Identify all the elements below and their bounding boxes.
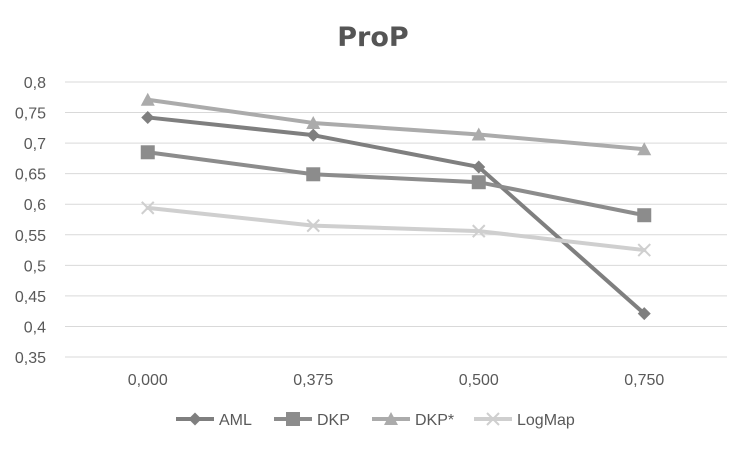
y-tick-label: 0,5 bbox=[24, 258, 46, 275]
legend: AML DKP DKP* LogMap bbox=[176, 412, 575, 429]
data-point bbox=[471, 175, 486, 190]
y-tick-label: 0,6 bbox=[24, 197, 46, 214]
series-group bbox=[140, 92, 652, 321]
legend-marker bbox=[384, 412, 398, 425]
data-point bbox=[306, 218, 320, 233]
legend-item: LogMap bbox=[474, 412, 575, 429]
y-tick-label: 0,65 bbox=[15, 167, 46, 184]
legend-item: DKP bbox=[274, 412, 350, 429]
gridlines bbox=[65, 81, 727, 358]
data-point bbox=[140, 92, 155, 106]
series-logmap bbox=[141, 201, 651, 257]
legend-marker bbox=[188, 412, 202, 426]
series-line bbox=[145, 150, 647, 218]
x-tick-label: 0,000 bbox=[128, 372, 168, 389]
data-point bbox=[637, 142, 652, 156]
x-axis-ticks: 0,000 0,375 0,500 0,750 bbox=[128, 372, 665, 389]
legend-label: LogMap bbox=[517, 412, 575, 429]
data-point bbox=[306, 115, 321, 129]
legend-marker bbox=[286, 412, 300, 426]
series-line bbox=[145, 205, 647, 253]
legend-label: DKP bbox=[317, 412, 350, 429]
y-tick-label: 0,35 bbox=[15, 350, 46, 367]
chart-title: ProP bbox=[337, 22, 408, 53]
series-dkp-star bbox=[140, 92, 652, 156]
data-point bbox=[637, 307, 651, 321]
data-point bbox=[140, 145, 155, 160]
series-dkp bbox=[140, 145, 652, 223]
y-axis-ticks: 0,35 0,4 0,45 0,5 0,55 0,6 0,65 0,7 0,75 0,8 bbox=[15, 75, 46, 367]
y-tick-label: 0,45 bbox=[15, 289, 46, 306]
legend-label: AML bbox=[219, 412, 252, 429]
legend-item: DKP* bbox=[372, 412, 454, 429]
y-tick-label: 0,8 bbox=[24, 75, 46, 92]
series-line bbox=[145, 97, 647, 152]
data-point bbox=[637, 208, 652, 223]
data-point bbox=[306, 128, 320, 142]
y-tick-label: 0,7 bbox=[24, 136, 46, 153]
x-tick-label: 0,750 bbox=[624, 372, 664, 389]
x-tick-label: 0,500 bbox=[459, 372, 499, 389]
y-tick-label: 0,75 bbox=[15, 106, 46, 123]
data-point bbox=[471, 127, 486, 141]
x-tick-label: 0,375 bbox=[293, 372, 333, 389]
legend-label: DKP* bbox=[415, 412, 454, 429]
data-point bbox=[637, 243, 651, 257]
legend-marker bbox=[486, 412, 500, 426]
data-point bbox=[472, 224, 486, 238]
data-point bbox=[141, 201, 155, 215]
data-point bbox=[472, 160, 486, 174]
data-point bbox=[141, 110, 155, 124]
data-point bbox=[306, 167, 321, 182]
y-tick-label: 0,55 bbox=[15, 228, 46, 245]
legend-item: AML bbox=[176, 412, 252, 429]
y-tick-label: 0,4 bbox=[24, 319, 46, 336]
